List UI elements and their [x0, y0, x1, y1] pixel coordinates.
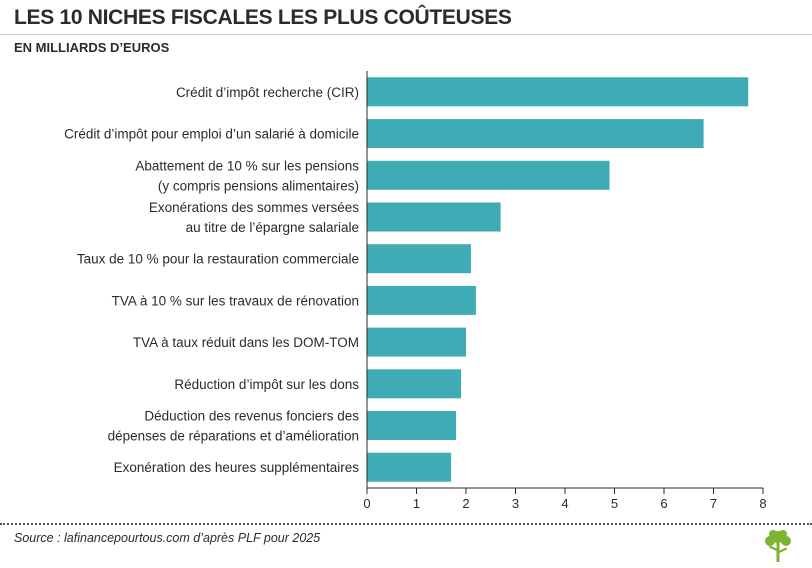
bar [367, 411, 457, 440]
x-tick-label: 8 [759, 496, 766, 511]
category-label: (y compris pensions alimentaires) [158, 178, 359, 193]
source-note: Source : lafinancepourtous.com d’après P… [14, 531, 321, 545]
x-tick-label: 3 [512, 496, 519, 511]
x-tick-label: 0 [363, 496, 370, 511]
bar [367, 244, 471, 274]
category-label: dépenses de réparations et d’amélioratio… [108, 429, 359, 444]
bar [367, 327, 466, 357]
x-tick-label: 1 [413, 496, 420, 511]
bar [367, 369, 462, 399]
category-label: TVA à 10 % sur les travaux de rénovation [112, 293, 359, 308]
bar [367, 77, 749, 107]
x-tick-label: 5 [611, 496, 618, 511]
x-tick-label: 2 [462, 496, 469, 511]
x-tick-label: 6 [660, 496, 667, 511]
bar [367, 285, 476, 315]
bar [367, 119, 704, 149]
category-label: Exonérations des sommes versées [149, 200, 359, 215]
tree-logo-icon [765, 530, 791, 562]
bar [367, 160, 610, 190]
category-label: Taux de 10 % pour la restauration commer… [77, 252, 359, 267]
category-label: TVA à taux réduit dans les DOM-TOM [133, 335, 359, 350]
category-label: Crédit d’impôt recherche (CIR) [176, 85, 359, 100]
category-label: Abattement de 10 % sur les pensions [135, 158, 359, 173]
chart-subtitle: EN MILLIARDS D’EUROS [14, 40, 170, 55]
category-label: au titre de l’épargne salariale [186, 220, 359, 235]
title-divider [0, 34, 812, 35]
footer-divider [0, 523, 812, 525]
chart-title: LES 10 NICHES FISCALES LES PLUS COÛTEUSE… [14, 6, 512, 29]
bar [367, 202, 501, 232]
category-label: Réduction d’impôt sur les dons [174, 377, 359, 392]
category-label: Exonération des heures supplémentaires [114, 460, 360, 475]
bar-chart: Crédit d’impôt recherche (CIR) Crédit d’i… [64, 71, 767, 511]
category-label: Déduction des revenus fonciers des [144, 409, 359, 424]
category-label: Crédit d’impôt pour emploi d’un salarié … [64, 127, 359, 142]
x-tick-label: 4 [561, 496, 568, 511]
bar [367, 452, 452, 482]
x-tick-label: 7 [710, 496, 717, 511]
